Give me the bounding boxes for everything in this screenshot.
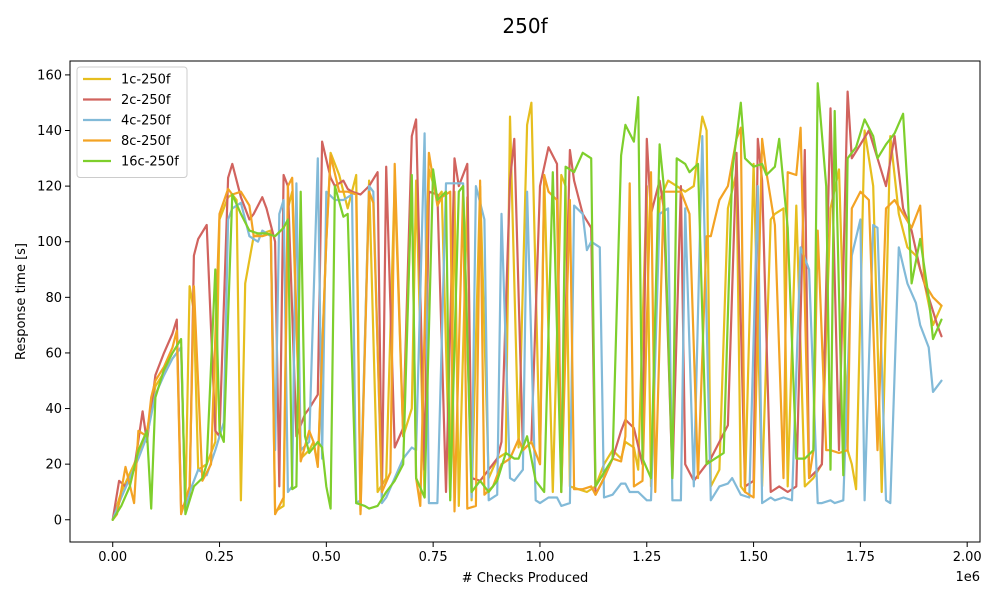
y-tick-label: 80 xyxy=(45,291,62,306)
plot-lines xyxy=(111,82,943,521)
x-axis-offset-label: 1e6 xyxy=(955,570,980,585)
x-tick-label: 0.00 xyxy=(98,550,127,565)
legend-label-8c-250f: 8c-250f xyxy=(121,134,171,149)
y-axis: 0 20 40 60 80 100 120 140 160 xyxy=(37,68,70,528)
x-tick-label: 0.25 xyxy=(205,550,234,565)
y-tick-label: 140 xyxy=(37,124,62,139)
x-tick-label: 1.75 xyxy=(846,550,875,565)
chart-title: 250f xyxy=(502,14,548,38)
y-tick-label: 160 xyxy=(37,68,62,83)
y-axis-label: Response time [s] xyxy=(14,243,29,360)
series-line-8c-250f xyxy=(111,126,943,521)
y-tick-label: 0 xyxy=(54,513,62,528)
x-axis: 0.00 0.25 0.50 0.75 1.00 1.25 1.50 1.75 2.00 xyxy=(98,542,982,565)
x-axis-label: # Checks Produced xyxy=(462,571,588,586)
x-tick-label: 2.00 xyxy=(953,550,982,565)
legend-label-4c-250f: 4c-250f xyxy=(121,114,171,129)
plot-area-frame xyxy=(69,60,981,543)
x-tick-label: 1.50 xyxy=(739,550,768,565)
x-tick-label: 0.50 xyxy=(312,550,341,565)
x-tick-label: 1.25 xyxy=(632,550,661,565)
x-tick-label: 0.75 xyxy=(419,550,448,565)
legend-box xyxy=(76,66,188,178)
y-tick-label: 120 xyxy=(37,180,62,195)
series-line-4c-250f xyxy=(111,132,943,521)
legend-label-1c-250f: 1c-250f xyxy=(121,73,171,88)
legend-label-16c-250f: 16c-250f xyxy=(121,155,179,170)
y-tick-label: 40 xyxy=(45,402,62,417)
x-tick-label: 1.00 xyxy=(525,550,554,565)
legend: 1c-250f 2c-250f 4c-250f 8c-250f 16c-250f xyxy=(76,66,188,178)
y-tick-label: 20 xyxy=(45,458,62,473)
series-line-16c-250f xyxy=(111,82,943,521)
legend-label-2c-250f: 2c-250f xyxy=(121,93,171,108)
y-tick-label: 100 xyxy=(37,235,62,250)
y-tick-label: 60 xyxy=(45,346,62,361)
